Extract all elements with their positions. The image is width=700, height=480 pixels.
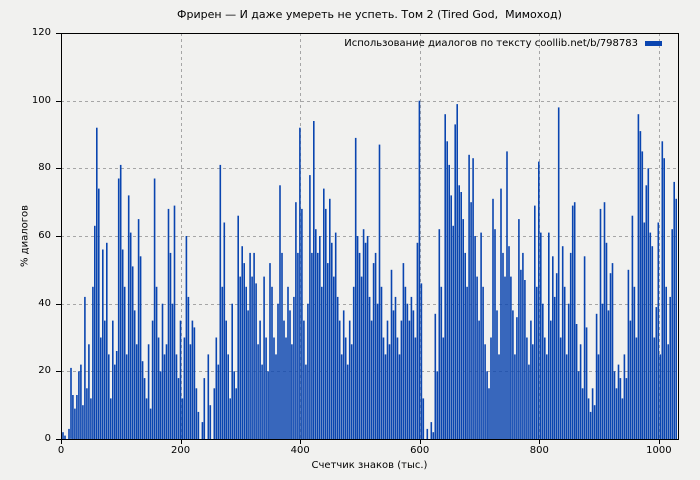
bars bbox=[62, 100, 677, 440]
y-tick-label: 120 bbox=[31, 27, 51, 38]
legend: Использование диалогов по тексту coollib… bbox=[344, 37, 662, 49]
y-tick-label: 80 bbox=[38, 162, 51, 174]
x-axis-label: Счетчик знаков (тыс.) bbox=[311, 460, 428, 471]
plot-border bbox=[61, 33, 679, 440]
x-tick-label: 800 bbox=[529, 445, 549, 456]
legend-label: Использование диалогов по тексту coollib… bbox=[344, 37, 638, 49]
y-tick-label: 20 bbox=[38, 365, 51, 377]
x-tick-label: 600 bbox=[410, 445, 430, 456]
x-tick-label: 200 bbox=[171, 445, 191, 456]
x-tick-label: 400 bbox=[290, 445, 310, 456]
x-tick-label: 1000 bbox=[646, 445, 672, 456]
tick-marks bbox=[56, 33, 660, 444]
y-tick-label: 60 bbox=[38, 230, 51, 241]
chart-title: Фрирен — И даже умереть не успеть. Том 2… bbox=[177, 8, 562, 21]
y-tick-label: 100 bbox=[31, 94, 51, 106]
legend-swatch bbox=[645, 40, 662, 46]
y-tick-label: 40 bbox=[38, 297, 51, 309]
x-tick-label: 0 bbox=[57, 445, 65, 456]
y-tick-label: 0 bbox=[44, 433, 51, 444]
